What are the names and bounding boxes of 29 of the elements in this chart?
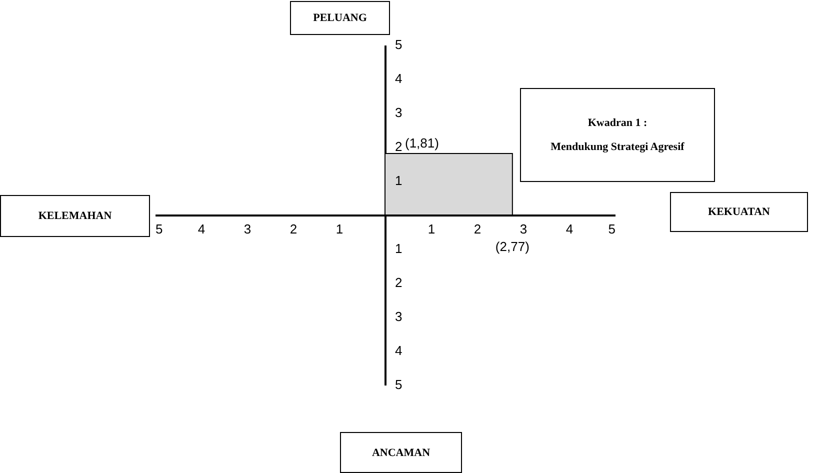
y-tick-label: 4 <box>395 343 402 358</box>
x-tick-label: 1 <box>336 222 344 236</box>
annotation: Mendukung Strategi Agresif <box>550 141 684 153</box>
label-box: ANCAMAN <box>340 432 462 473</box>
label-box: PELUANG <box>290 1 390 35</box>
label-box: KEKUATAN <box>670 192 808 232</box>
y-tick-label: 3 <box>395 105 402 120</box>
y-tick-label: 1 <box>395 241 402 256</box>
x-tick-label: 4 <box>566 222 574 236</box>
x-tick-label: 2 <box>290 222 298 236</box>
annotation: (2,77) <box>495 239 530 254</box>
annotation: (1,81) <box>405 135 439 150</box>
x-tick-label: 5 <box>156 222 163 236</box>
y-tick-label: 4 <box>395 71 402 86</box>
y-tick-label: 2 <box>395 139 402 154</box>
annotation: Kwadran 1 : <box>588 117 648 129</box>
y-tick-label: 5 <box>395 37 402 52</box>
x-tick-label: 4 <box>198 222 206 236</box>
x-tick-label: 2 <box>474 222 482 236</box>
x-tick-label: 5 <box>608 222 616 236</box>
quadrant-box: Kwadran 1 : Mendukung Strategi Agresif <box>520 88 715 182</box>
y-tick-label: 5 <box>395 377 402 392</box>
x-tick-label: 3 <box>244 222 252 236</box>
x-tick-label: 1 <box>428 222 436 236</box>
y-tick-label: 3 <box>395 309 402 324</box>
label-box: KELEMAHAN <box>0 195 150 237</box>
x-tick-label: 3 <box>520 222 528 236</box>
y-tick-label: 2 <box>395 275 402 290</box>
y-tick-label: 1 <box>395 173 402 188</box>
